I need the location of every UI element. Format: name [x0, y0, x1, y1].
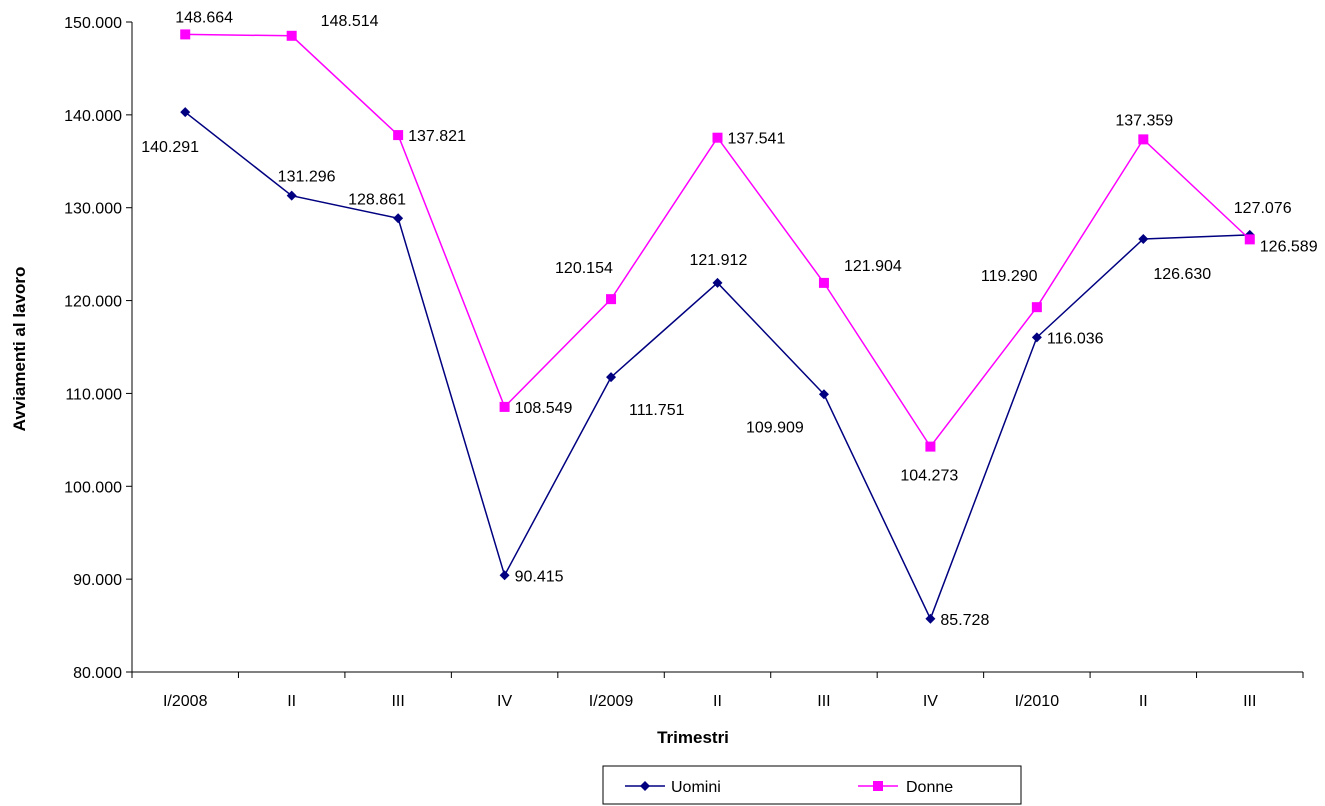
x-tick-label: I/2008 — [163, 693, 208, 710]
axes: 80.000 90.000 100.000 110.000 120.000 130.000… — [64, 15, 1304, 710]
data-label: 148.514 — [321, 13, 379, 30]
data-point — [180, 107, 191, 118]
data-point — [393, 130, 404, 141]
y-tick-label: 80.000 — [73, 665, 122, 682]
data-label: 137.359 — [1115, 112, 1173, 129]
y-tick-label: 100.000 — [64, 479, 122, 496]
x-tick-label: II — [287, 693, 296, 710]
data-label: 116.036 — [1047, 330, 1104, 347]
data-point — [606, 294, 617, 305]
legend-marker — [873, 781, 883, 791]
x-tick-label: II — [1139, 693, 1148, 710]
data-point — [180, 29, 191, 40]
series-line — [184, 111, 1250, 621]
x-axis-title: Trimestri — [657, 728, 729, 747]
legend-label: Uomini — [671, 779, 721, 796]
x-tick-label: III — [391, 693, 404, 710]
data-point — [286, 190, 297, 201]
data-point — [712, 132, 723, 143]
data-point — [1031, 302, 1042, 313]
data-point — [1031, 332, 1042, 343]
data-label: 121.904 — [844, 258, 902, 275]
data-label: 109.909 — [746, 419, 804, 436]
data-point — [818, 277, 829, 288]
data-label: 121.912 — [690, 252, 748, 269]
series-uomini — [180, 107, 1255, 624]
data-point — [286, 30, 297, 41]
data-label: 126.589 — [1260, 238, 1318, 255]
x-tick-label: I/2009 — [589, 693, 634, 710]
data-point — [1138, 234, 1149, 245]
data-label: 131.296 — [278, 169, 336, 186]
data-point — [1244, 234, 1255, 245]
data-point — [499, 570, 510, 581]
x-tick-label: III — [817, 693, 830, 710]
x-tick-label: IV — [497, 693, 512, 710]
data-point — [1138, 134, 1149, 145]
y-tick-label: 150.000 — [64, 15, 122, 32]
x-tick-label: IV — [923, 693, 938, 710]
y-axis-title: Avviamenti al lavoro — [10, 267, 29, 432]
legend-box — [602, 765, 1022, 805]
data-label: 104.273 — [900, 468, 958, 485]
data-point — [818, 389, 829, 400]
series-line — [185, 33, 1251, 448]
legend-marker — [640, 781, 650, 791]
data-point — [393, 213, 404, 224]
y-tick-label: 130.000 — [64, 201, 122, 218]
data-point — [712, 277, 723, 288]
data-label: 137.821 — [408, 128, 466, 145]
y-tick-label: 110.000 — [65, 386, 122, 403]
data-label: 108.549 — [515, 400, 573, 417]
data-labels: 140.291 131.296 128.861 90.415 111.751 121.91… — [141, 9, 1317, 628]
x-tick-label: III — [1243, 693, 1256, 710]
y-tick-label: 140.000 — [64, 108, 122, 125]
data-point — [606, 372, 617, 383]
data-label: 126.630 — [1153, 266, 1211, 283]
data-point — [499, 401, 510, 412]
data-label: 140.291 — [141, 139, 199, 156]
data-label: 119.290 — [981, 268, 1038, 285]
data-label: 137.541 — [728, 131, 786, 148]
data-point — [925, 613, 936, 624]
series-layer — [180, 29, 1255, 624]
x-tick-label: II — [713, 693, 722, 710]
data-label: 90.415 — [515, 568, 564, 585]
legend: Uomini Donne — [602, 765, 1022, 805]
data-label: 111.751 — [629, 402, 685, 419]
legend-label: Donne — [906, 779, 953, 796]
y-tick-label: 120.000 — [64, 294, 122, 311]
data-label: 148.664 — [175, 9, 233, 26]
data-label: 120.154 — [555, 260, 613, 277]
data-label: 85.728 — [940, 612, 989, 629]
x-tick-label: I/2010 — [1015, 693, 1060, 710]
y-tick-label: 90.000 — [73, 572, 122, 589]
data-label: 128.861 — [348, 191, 406, 208]
series-donne — [180, 29, 1255, 452]
data-point — [925, 441, 936, 452]
data-label: 127.076 — [1234, 200, 1292, 217]
